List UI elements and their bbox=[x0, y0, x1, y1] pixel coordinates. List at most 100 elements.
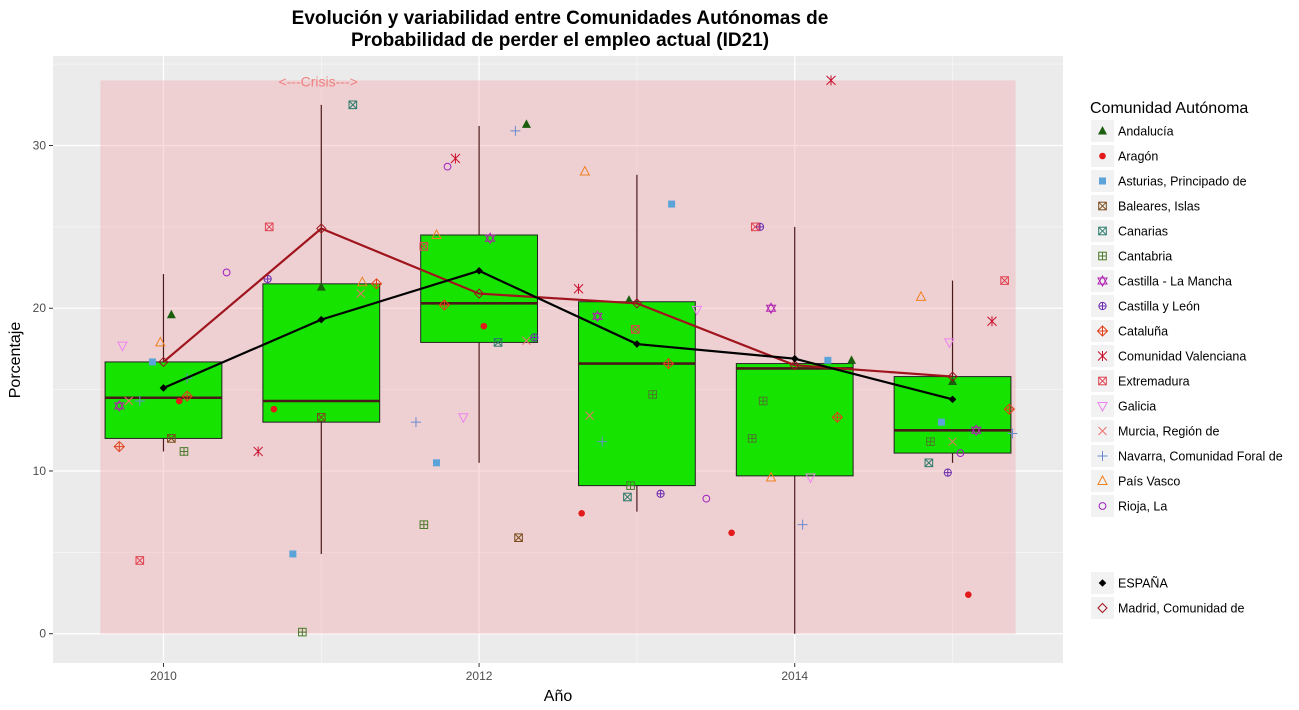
legend-marker bbox=[1098, 201, 1107, 211]
legend-marker bbox=[1097, 351, 1108, 361]
legend-label: Castilla y León bbox=[1118, 300, 1200, 314]
legend-key bbox=[1091, 495, 1114, 517]
y-tick-label: 0 bbox=[39, 627, 46, 641]
chart-title-line1: Evolución y variabilidad entre Comunidad… bbox=[292, 8, 829, 29]
point bbox=[631, 325, 640, 334]
point bbox=[480, 322, 488, 330]
point bbox=[530, 333, 539, 342]
legend-label: Canarias bbox=[1118, 225, 1168, 239]
point bbox=[702, 494, 711, 503]
legend-label: Aragón bbox=[1118, 150, 1158, 164]
series-point bbox=[473, 288, 485, 299]
legend-marker bbox=[1098, 426, 1107, 436]
point bbox=[175, 397, 183, 405]
point bbox=[765, 302, 777, 315]
series-point bbox=[159, 384, 168, 392]
point bbox=[728, 529, 735, 537]
legend-marker bbox=[1097, 274, 1108, 288]
point bbox=[948, 437, 957, 447]
legend-item: Rioja, La bbox=[1091, 495, 1167, 517]
boxplot-2015 bbox=[893, 280, 1012, 463]
point bbox=[264, 222, 274, 232]
point bbox=[592, 310, 603, 323]
point bbox=[1003, 403, 1016, 415]
legend-marker bbox=[1099, 177, 1106, 185]
crisis-label: <---Crisis---> bbox=[278, 73, 357, 89]
point bbox=[765, 471, 777, 482]
point bbox=[987, 316, 997, 327]
point bbox=[805, 473, 816, 484]
point bbox=[831, 411, 844, 423]
legend-key bbox=[1091, 597, 1114, 619]
point bbox=[450, 153, 461, 164]
legend-item: Baleares, Islas bbox=[1091, 195, 1200, 217]
legend-item: Navarra, Comunidad Foral de bbox=[1091, 445, 1283, 467]
legend-label: Galicia bbox=[1118, 400, 1156, 414]
legend-item: Asturias, Principado de bbox=[1091, 170, 1247, 192]
legend-item: País Vasco bbox=[1091, 470, 1180, 492]
point bbox=[956, 449, 965, 457]
point bbox=[457, 413, 469, 424]
point bbox=[166, 309, 176, 319]
legend-label: Castilla - La Mancha bbox=[1118, 275, 1232, 289]
point bbox=[691, 305, 703, 316]
point bbox=[579, 165, 591, 176]
point bbox=[179, 447, 189, 456]
point bbox=[797, 519, 808, 530]
plot-panel bbox=[53, 56, 1063, 663]
point bbox=[348, 100, 358, 110]
legend-label: Rioja, La bbox=[1118, 500, 1167, 514]
point bbox=[370, 278, 383, 290]
y-tick-label: 20 bbox=[33, 301, 47, 315]
legend-marker bbox=[1098, 126, 1107, 135]
legend-marker bbox=[1098, 502, 1107, 510]
legend-marker bbox=[1097, 474, 1108, 485]
legend-label: Andalucía bbox=[1118, 125, 1174, 139]
point bbox=[668, 200, 676, 208]
legend-marker bbox=[1098, 251, 1107, 261]
legend-item: Castilla - La Mancha bbox=[1091, 270, 1232, 292]
point bbox=[937, 418, 945, 426]
legend-item: Galicia bbox=[1091, 395, 1156, 417]
legend-marker bbox=[1097, 602, 1108, 614]
x-axis-ticks: 2010 2012 2014 bbox=[150, 663, 808, 683]
point bbox=[755, 222, 765, 231]
point bbox=[124, 396, 134, 406]
point bbox=[316, 282, 326, 291]
point bbox=[113, 399, 125, 412]
point bbox=[148, 358, 156, 366]
point bbox=[443, 162, 452, 171]
point bbox=[432, 459, 440, 467]
point bbox=[253, 446, 264, 457]
point bbox=[623, 492, 632, 502]
boxplot-2014 bbox=[735, 226, 854, 634]
point bbox=[117, 341, 128, 352]
legend-item: Andalucía bbox=[1091, 120, 1174, 142]
series-line bbox=[163, 269, 953, 401]
series-point bbox=[158, 356, 169, 368]
series-point bbox=[947, 371, 958, 382]
point bbox=[316, 412, 326, 422]
legend-label: País Vasco bbox=[1118, 475, 1180, 489]
series-point bbox=[316, 223, 327, 234]
point bbox=[573, 283, 584, 294]
legend-marker bbox=[1098, 301, 1107, 311]
point bbox=[134, 395, 145, 406]
point bbox=[1000, 276, 1009, 285]
point bbox=[419, 242, 429, 251]
legend-item: Comunidad Valenciana bbox=[1091, 345, 1246, 367]
point bbox=[167, 434, 176, 443]
legend-label: Asturias, Principado de bbox=[1118, 175, 1247, 189]
legend-label: Murcia, Región de bbox=[1118, 425, 1219, 439]
point bbox=[970, 424, 982, 437]
legend-marker bbox=[1098, 376, 1107, 386]
box bbox=[735, 363, 854, 477]
point bbox=[181, 390, 193, 402]
legend-item: ESPAÑA bbox=[1091, 572, 1168, 594]
x-tick-label: 2014 bbox=[781, 669, 808, 683]
box bbox=[578, 301, 696, 487]
point bbox=[356, 289, 366, 298]
point bbox=[431, 228, 442, 240]
point bbox=[1007, 428, 1018, 439]
